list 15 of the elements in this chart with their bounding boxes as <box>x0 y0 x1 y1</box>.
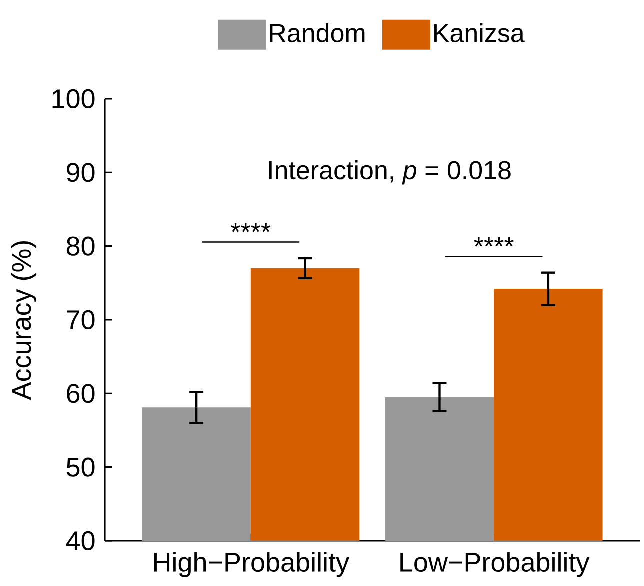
legend-label: Kanizsa <box>434 23 525 42</box>
y-tick-label: 90 <box>67 162 95 182</box>
annotation: **** <box>231 223 271 232</box>
x-tick-label: Low−Probability <box>400 552 590 578</box>
legend-label: Random <box>270 23 365 42</box>
annotation: Interaction, p = 0.018 <box>269 160 511 185</box>
y-tick-label: 40 <box>66 531 95 550</box>
y-tick-label: 60 <box>67 384 95 404</box>
y-tick-label: 80 <box>66 236 95 256</box>
y-tick-label: 50 <box>66 458 95 477</box>
y-axis-title: Accuracy (%) <box>11 241 37 400</box>
annotation: **** <box>474 237 514 246</box>
x-tick-label: High−Probability <box>154 552 350 578</box>
y-tick-label: 70 <box>67 310 95 330</box>
y-tick-label: 100 <box>52 89 95 108</box>
